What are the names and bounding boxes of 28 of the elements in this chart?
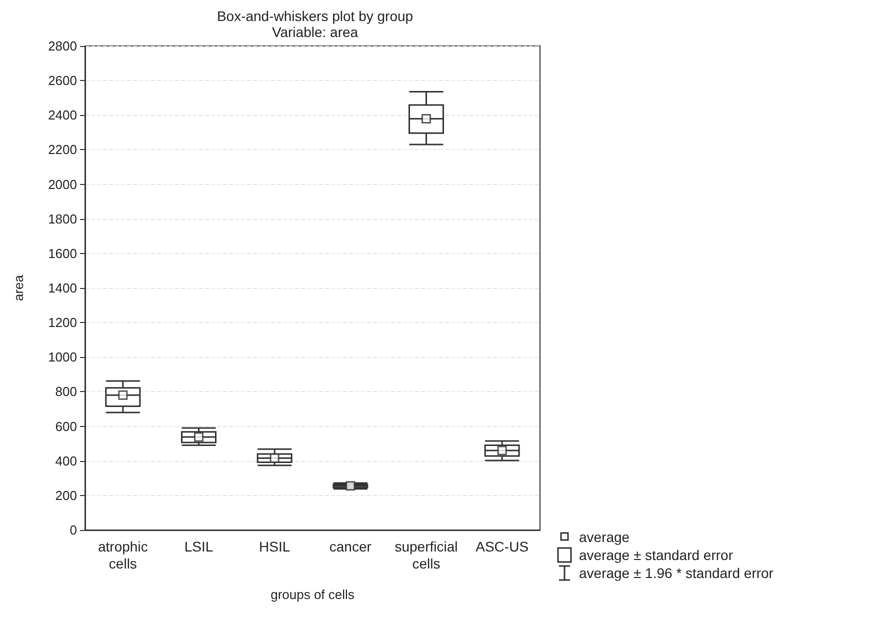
y-tick-label: 1800 — [48, 211, 77, 226]
text: average ± standard error — [579, 546, 733, 564]
y-tick-label: 600 — [55, 418, 77, 434]
x-tick-label: atrophic cells — [98, 538, 148, 572]
text: average ± 1.96 * standard error — [579, 564, 774, 582]
y-tick-label: 0 — [70, 522, 77, 538]
chart-subtitle: Variable: area — [272, 24, 358, 40]
x-tick-label: HSIL — [259, 538, 290, 554]
x-tick-label: cancer — [329, 538, 372, 554]
y-tick-label: 1400 — [48, 280, 77, 296]
y-tick-label: 1200 — [48, 315, 77, 330]
y-axis-title: area — [11, 274, 26, 302]
y-tick-label: 2400 — [48, 108, 77, 123]
x-tick-label: superficial cells — [394, 538, 458, 572]
y-tick-label: 1000 — [48, 350, 77, 365]
y-tick-label: 2000 — [48, 176, 77, 192]
y-tick-label: 2200 — [48, 142, 77, 158]
y-tick-label: 400 — [55, 453, 77, 468]
y-tick-label: 2800 — [48, 38, 77, 54]
y-tick-label: 800 — [55, 384, 77, 400]
y-tick-label: 200 — [55, 488, 77, 503]
y-tick-label: 1600 — [48, 246, 77, 261]
x-tick-label: LSIL — [184, 538, 214, 554]
text: average — [579, 528, 630, 546]
chart-title: Box-and-whiskers plot by group — [216, 8, 414, 24]
y-tick-label: 2600 — [48, 73, 77, 88]
x-axis-title: groups of cells — [270, 587, 355, 602]
x-tick-label: ASC-US — [476, 538, 529, 554]
